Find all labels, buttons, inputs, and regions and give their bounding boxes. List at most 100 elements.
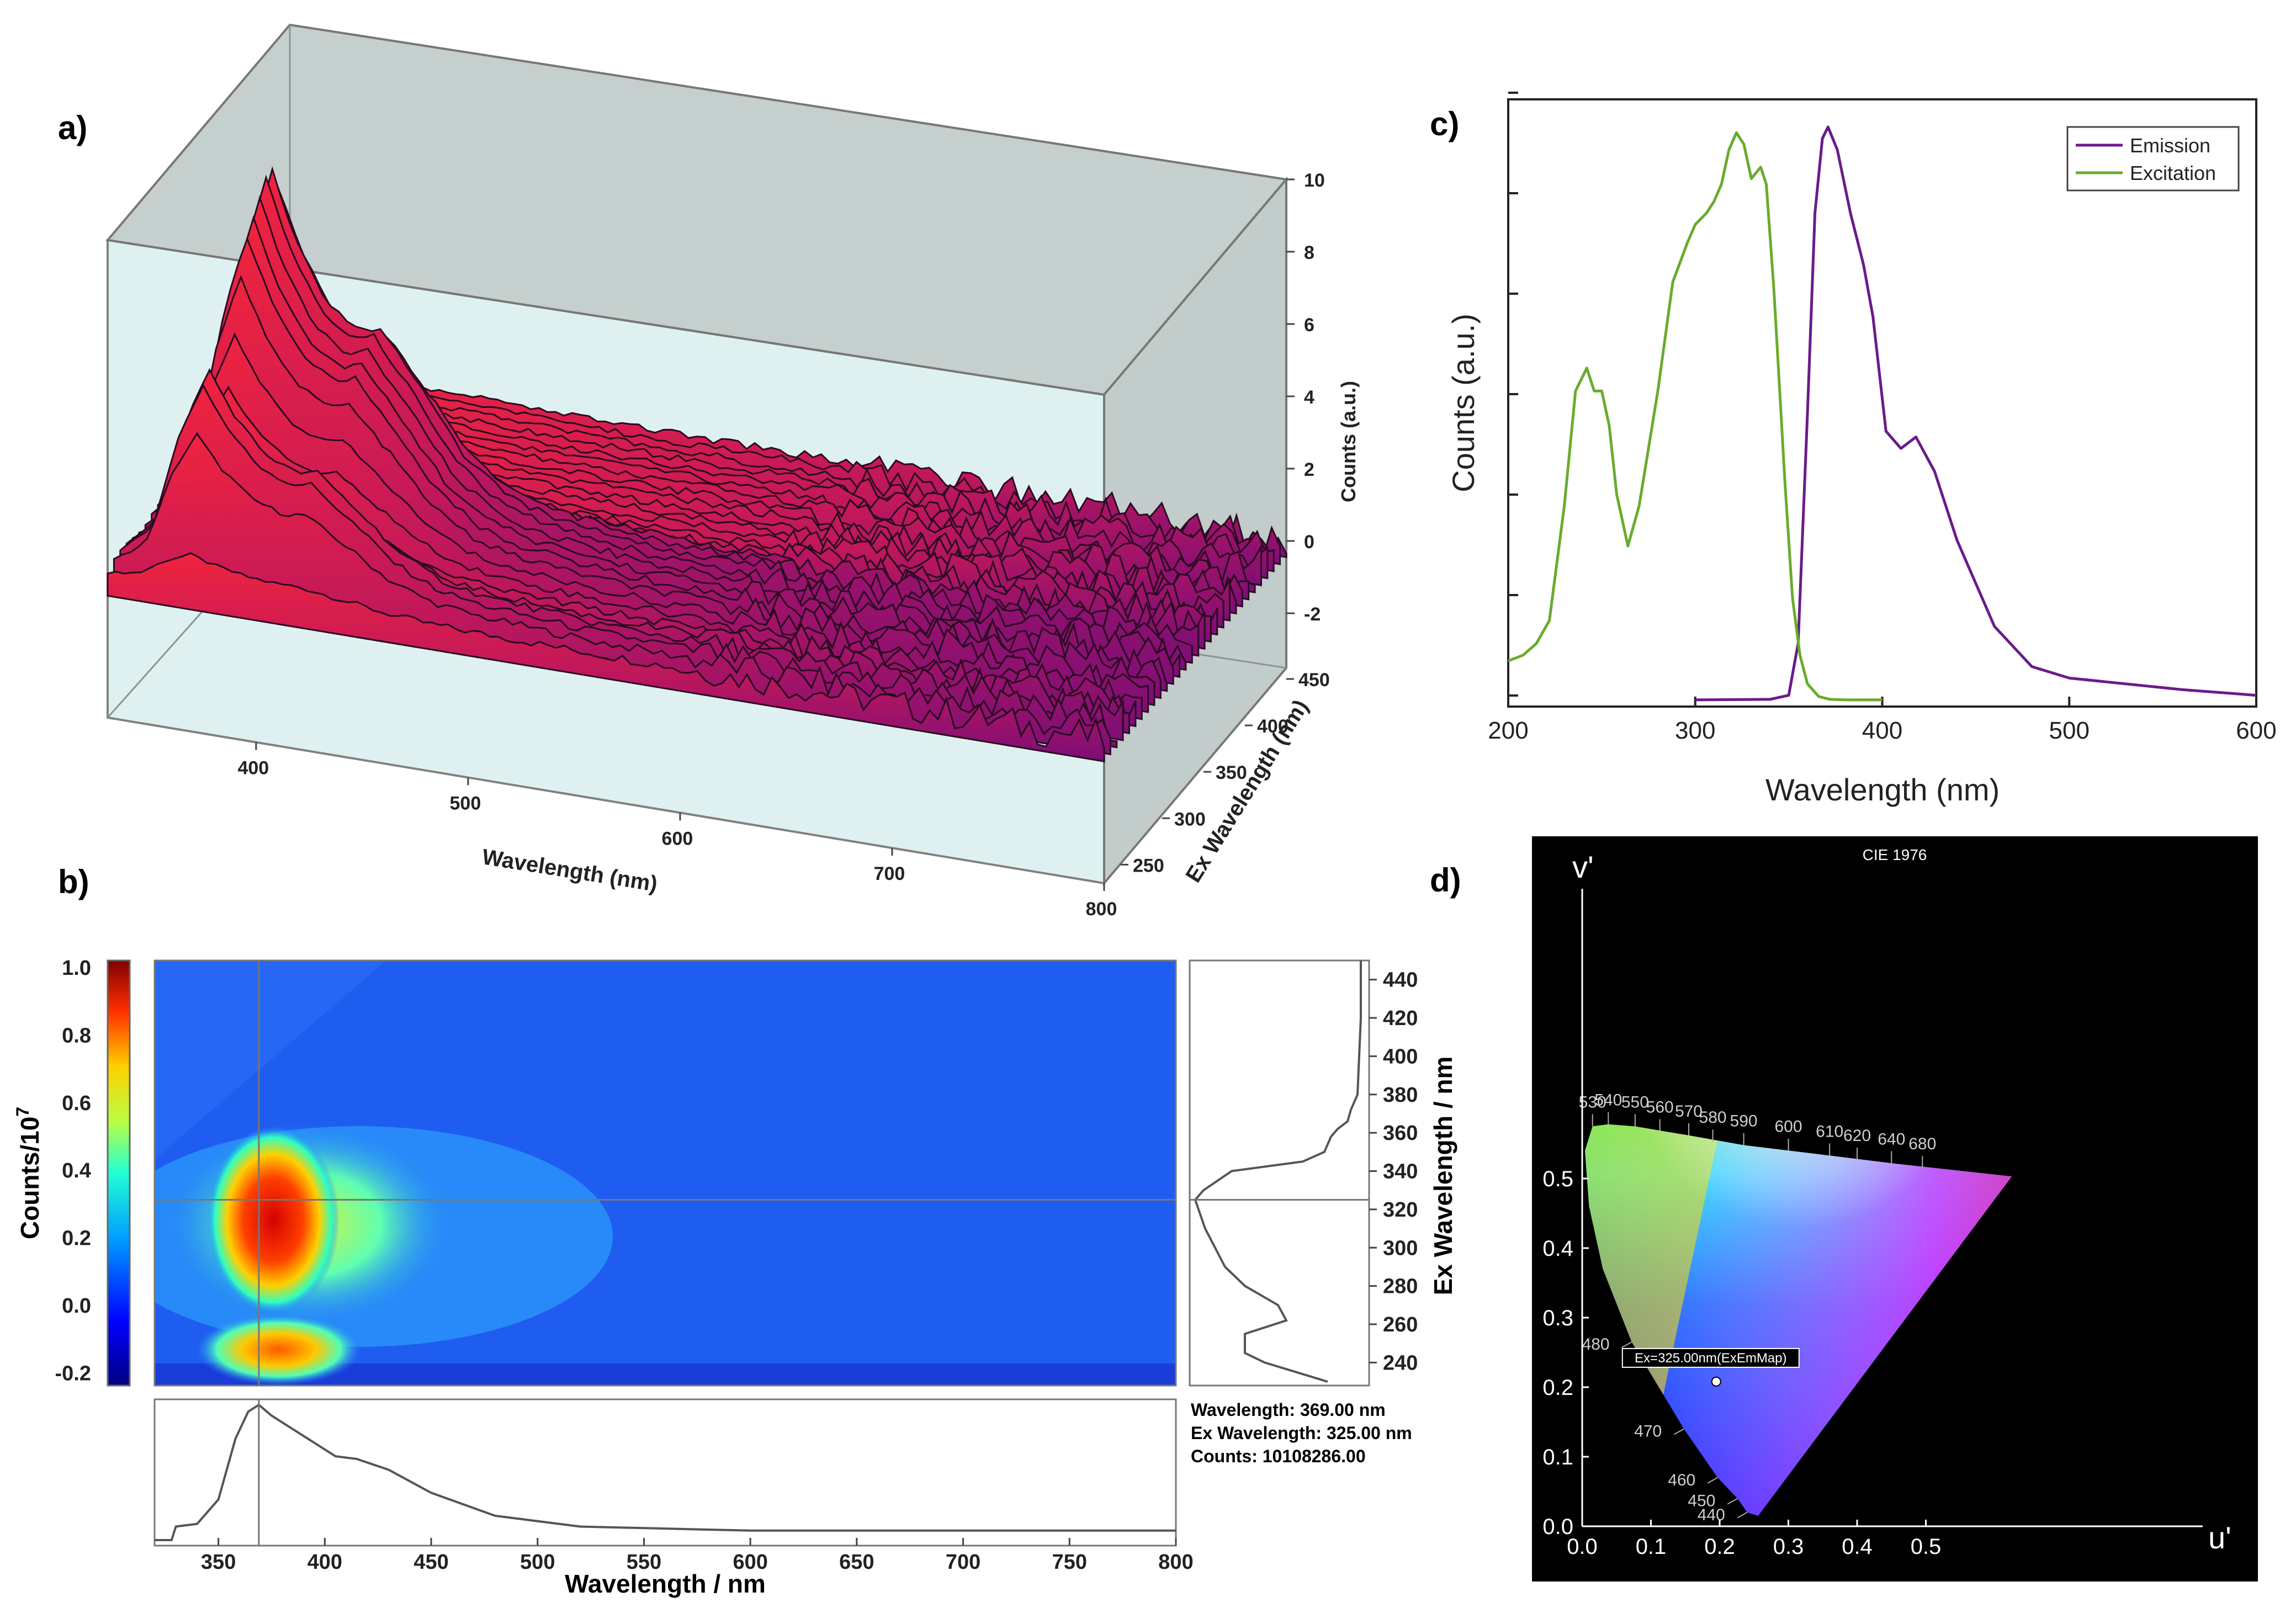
- cie-x-tick-label: 0.0: [1567, 1535, 1598, 1559]
- z-tick-label: 6: [1304, 315, 1314, 336]
- wavelength-axis-label: Wavelength / nm: [565, 1569, 766, 1598]
- cie-sample-tag: [1621, 1347, 1800, 1368]
- x-tick-label: 300: [1675, 717, 1715, 744]
- x-tick-label: 500: [450, 793, 481, 814]
- x-tick-label: 800: [1086, 899, 1117, 920]
- panel-c-label: c): [1430, 105, 1459, 142]
- excitation-profile-frame: [1189, 959, 1370, 1387]
- panel-a-label: a): [58, 109, 87, 146]
- y-tick-label: 440: [1383, 969, 1418, 992]
- emission-profile-line: [155, 1403, 1176, 1541]
- colorbar-tick-label: 0.0: [62, 1294, 91, 1318]
- y-tick-label: 250: [1133, 855, 1164, 876]
- cie-y-tick-label: 0.0: [1542, 1515, 1573, 1539]
- cie-x-tick-label: 0.5: [1911, 1535, 1942, 1559]
- y-tick-label: 260: [1383, 1313, 1418, 1336]
- x-tick-label: 350: [201, 1551, 236, 1574]
- x-tick-label: 600: [2236, 717, 2276, 744]
- cie-locus-label: 450: [1688, 1492, 1715, 1510]
- ex-wavelength-axis-label: Ex Wavelength / nm: [1429, 1057, 1457, 1296]
- heatmap-frame: [153, 959, 1177, 1387]
- cie-y-tick-label: 0.4: [1542, 1236, 1573, 1261]
- x-tick-label: 600: [662, 828, 693, 849]
- x-tick-label: 400: [237, 758, 269, 779]
- cie-locus-tick: [1673, 1428, 1684, 1435]
- panel-b-heatmap: b) 1.0 0.8 0.6 0.4 0.2 0.0 -0.2 Counts/107 440…: [13, 863, 1457, 1598]
- colorbar: [107, 959, 131, 1387]
- cie-locus-label: 540: [1594, 1091, 1622, 1110]
- cie-locus-label: 480: [1582, 1335, 1610, 1354]
- colorbar-tick-label: 1.0: [62, 957, 91, 980]
- y-tick-label: 400: [1383, 1045, 1418, 1068]
- legend-excitation: Excitation: [2130, 162, 2216, 184]
- emission-surface: [107, 166, 1287, 763]
- y-tick-label: 450: [1298, 670, 1330, 691]
- colorbar-tick-label: 0.2: [62, 1227, 91, 1250]
- cie-locus-label: 570: [1675, 1102, 1703, 1121]
- cie-locus-label: 530: [1579, 1094, 1606, 1112]
- cie-y-tick-label: 0.2: [1542, 1376, 1573, 1400]
- colorbar-tick-label: 0.8: [62, 1024, 91, 1047]
- x-axis-label-c: Wavelength (nm): [1765, 772, 2000, 807]
- heatmap-area: [155, 960, 1176, 1386]
- cie-locus-label: 560: [1646, 1098, 1674, 1116]
- panel-c-line-chart: c) 200 300 400 500 600 Emission Excitation W…: [1430, 92, 2277, 807]
- y-tick-label: 300: [1383, 1236, 1418, 1260]
- y-tick-label: 350: [1216, 762, 1247, 783]
- y-tick-label: 240: [1383, 1351, 1418, 1374]
- cie-locus-label: 680: [1908, 1135, 1936, 1153]
- surface-ridge: [107, 552, 1105, 763]
- colorbar-label: Counts/107: [13, 1107, 44, 1239]
- readout-wavelength: Wavelength: 369.00 nm: [1191, 1400, 1386, 1420]
- cie-locus-tick: [1621, 1341, 1632, 1348]
- cie-sample-label: Ex=325.00nm(ExEmMap): [1635, 1351, 1786, 1366]
- cie-sample-point: [1711, 1376, 1721, 1387]
- y-tick-label: 340: [1383, 1160, 1418, 1183]
- cie-locus-label: 550: [1621, 1094, 1649, 1112]
- cie-y-tick-label: 0.1: [1542, 1445, 1573, 1469]
- z-tick-label: 8: [1304, 242, 1314, 263]
- y-axis-label-c: Counts (a.u.): [1446, 314, 1481, 492]
- x-tick-label: 800: [1158, 1551, 1193, 1574]
- y-tick-label: 280: [1383, 1275, 1418, 1298]
- readout-ex-wavelength: Ex Wavelength: 325.00 nm: [1191, 1423, 1412, 1443]
- cie-locus-tick: [1727, 1498, 1738, 1505]
- cie-locus-label: 600: [1774, 1118, 1802, 1136]
- y-tick-label: 320: [1383, 1198, 1418, 1222]
- y-tick-label: 400: [1257, 716, 1289, 737]
- y-tick-label: 380: [1383, 1084, 1418, 1107]
- cie-locus-label: 460: [1668, 1471, 1695, 1489]
- emission-profile-frame: [153, 1398, 1177, 1547]
- series-emission-line: [1695, 125, 2257, 702]
- x-tick-label: 550: [627, 1551, 661, 1574]
- legend-emission: Emission: [2130, 134, 2210, 157]
- cie-x-label: u': [2208, 1520, 2231, 1555]
- x-tick-label: 650: [839, 1551, 874, 1574]
- cie-locus-tick: [1737, 1511, 1748, 1519]
- x-axis-label-a: Wavelength (nm): [480, 845, 659, 896]
- x-tick-label: 700: [946, 1551, 980, 1574]
- cie-y-tick-label: 0.5: [1542, 1167, 1573, 1191]
- cie-title: CIE 1976: [1863, 846, 1927, 863]
- cie-locus-label: 580: [1699, 1108, 1727, 1127]
- z-tick-label: 2: [1304, 459, 1314, 480]
- x-tick-label: 600: [733, 1551, 767, 1574]
- cie-locus-label: 590: [1730, 1112, 1758, 1131]
- cie-x-tick-label: 0.2: [1704, 1535, 1735, 1559]
- z-axis-label: Counts (a.u.): [1337, 381, 1360, 502]
- z-tick-label: 10: [1304, 170, 1325, 191]
- z-tick-label: 0: [1304, 532, 1314, 553]
- panel-d-label: d): [1430, 862, 1461, 899]
- cie-x-tick-label: 0.1: [1636, 1535, 1667, 1559]
- cie-locus-label: 640: [1878, 1130, 1905, 1148]
- legend-box: [2066, 126, 2240, 192]
- x-tick-label: 750: [1052, 1551, 1087, 1574]
- x-tick-label: 450: [413, 1551, 448, 1574]
- x-tick-label: 500: [2049, 717, 2090, 744]
- cie-y-label: v': [1572, 850, 1594, 884]
- cie-locus-label: 610: [1816, 1122, 1843, 1140]
- z-tick-label: -2: [1304, 604, 1321, 625]
- x-tick-label: 200: [1488, 717, 1528, 744]
